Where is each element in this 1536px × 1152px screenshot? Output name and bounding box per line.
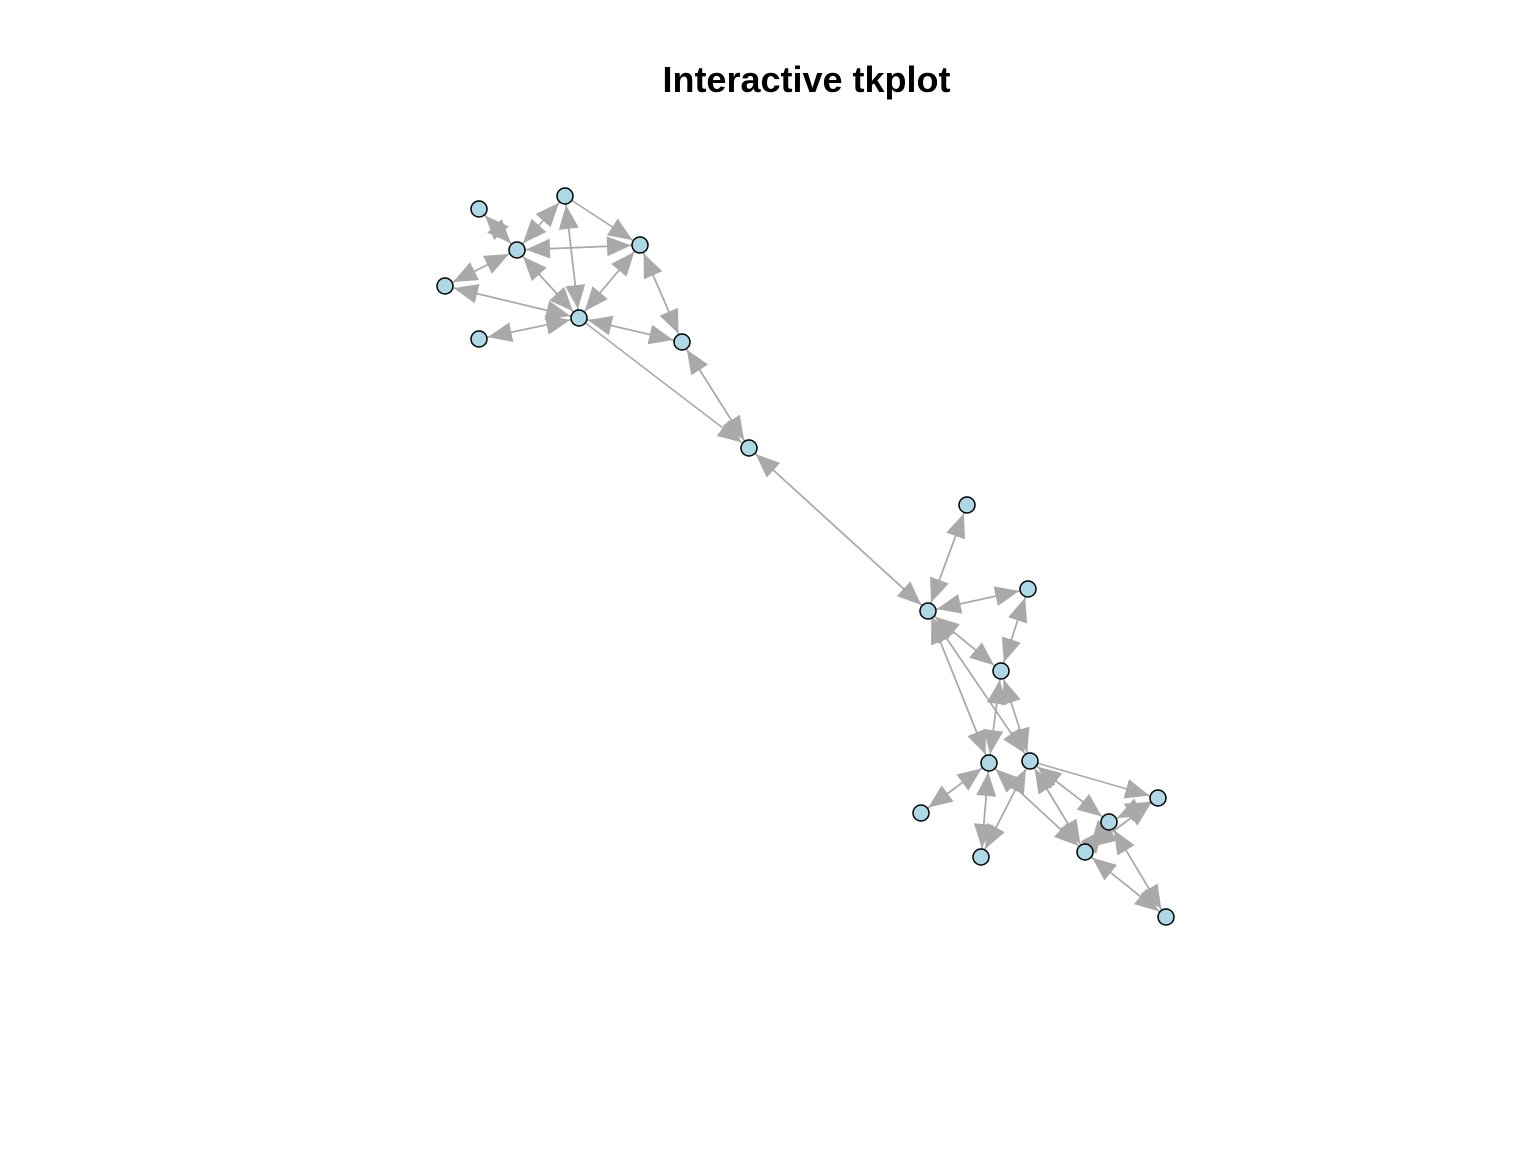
arrowhead-19-17 <box>1092 824 1118 847</box>
arrowhead-12-13 <box>983 728 1004 755</box>
vertices-layer <box>436 187 1175 926</box>
arrowhead-4-5 <box>487 322 514 343</box>
arrowhead-13-12 <box>986 679 1007 706</box>
arrowhead-4-7 <box>647 324 674 345</box>
edge-10-8 <box>755 453 923 607</box>
arrowhead-14-16 <box>985 823 1005 849</box>
arrowhead-7-6 <box>643 253 663 280</box>
arrowhead-8-7 <box>686 349 709 376</box>
arrowhead-14-19 <box>1123 779 1150 799</box>
arrowhead-11-10 <box>936 594 963 614</box>
arrowhead-14-12 <box>1001 679 1021 706</box>
vertex-4[interactable] <box>570 309 588 327</box>
vertex-6[interactable] <box>631 236 649 254</box>
arrowhead-18-14 <box>1037 766 1063 790</box>
arrowhead-6-7 <box>659 307 679 334</box>
vertex-1[interactable] <box>556 187 574 205</box>
arrowhead-17-13 <box>995 769 1020 793</box>
vertex-12[interactable] <box>992 662 1010 680</box>
vertex-15[interactable] <box>912 804 930 822</box>
arrowhead-6-2 <box>525 238 551 259</box>
arrowhead-17-14 <box>1034 768 1056 795</box>
arrowhead-12-11 <box>1008 597 1028 624</box>
vertex-8[interactable] <box>740 439 758 457</box>
vertex-0[interactable] <box>470 200 488 218</box>
arrowhead-5-4 <box>544 314 571 335</box>
arrowhead-9-10 <box>930 576 949 603</box>
vertex-18[interactable] <box>1100 813 1118 831</box>
arrowhead-2-1 <box>535 202 560 228</box>
vertex-19[interactable] <box>1149 789 1167 807</box>
arrowhead-2-3 <box>453 262 479 282</box>
arrowhead-4-1 <box>558 204 579 230</box>
arrowhead-2-0 <box>485 215 509 241</box>
arrowhead-4-2 <box>523 256 547 282</box>
arrowhead-1-6 <box>606 218 633 241</box>
arrowhead-7-8 <box>722 414 745 441</box>
vertex-17[interactable] <box>1076 843 1094 861</box>
edges-layer <box>451 199 1163 913</box>
arrowhead-3-4 <box>544 300 571 321</box>
arrowhead-4-6 <box>611 251 635 277</box>
vertex-2[interactable] <box>508 241 526 259</box>
vertex-9[interactable] <box>958 496 976 514</box>
vertex-14[interactable] <box>1021 752 1039 770</box>
vertex-7[interactable] <box>673 333 691 351</box>
vertex-3[interactable] <box>436 277 454 295</box>
vertex-11[interactable] <box>1019 580 1037 598</box>
arrowhead-10-12 <box>969 642 995 666</box>
plot-title: Interactive tkplot <box>662 59 951 100</box>
arrowhead-1-4 <box>565 284 586 310</box>
arrowhead-10-8 <box>755 454 781 478</box>
arrowhead-10-9 <box>946 513 965 540</box>
arrowhead-18-20 <box>1140 883 1162 910</box>
arrowhead-7-4 <box>587 315 614 336</box>
arrowhead-4-8 <box>716 420 742 443</box>
arrowhead-20-18 <box>1113 829 1135 856</box>
vertex-16[interactable] <box>972 848 990 866</box>
arrowhead-16-13 <box>976 771 997 797</box>
arrowhead-3-2 <box>483 254 509 274</box>
vertex-5[interactable] <box>470 330 488 348</box>
arrowhead-15-13 <box>956 768 982 791</box>
arrowhead-10-11 <box>993 586 1020 606</box>
edge-14-10 <box>932 617 1027 755</box>
arrowhead-10-13 <box>967 728 986 755</box>
vertex-10[interactable] <box>919 602 937 620</box>
arrowhead-20-17 <box>1092 857 1117 881</box>
edge-4-8 <box>584 322 743 444</box>
arrowhead-14-10 <box>933 618 955 644</box>
vertex-20[interactable] <box>1157 908 1175 926</box>
vertex-13[interactable] <box>980 754 998 772</box>
